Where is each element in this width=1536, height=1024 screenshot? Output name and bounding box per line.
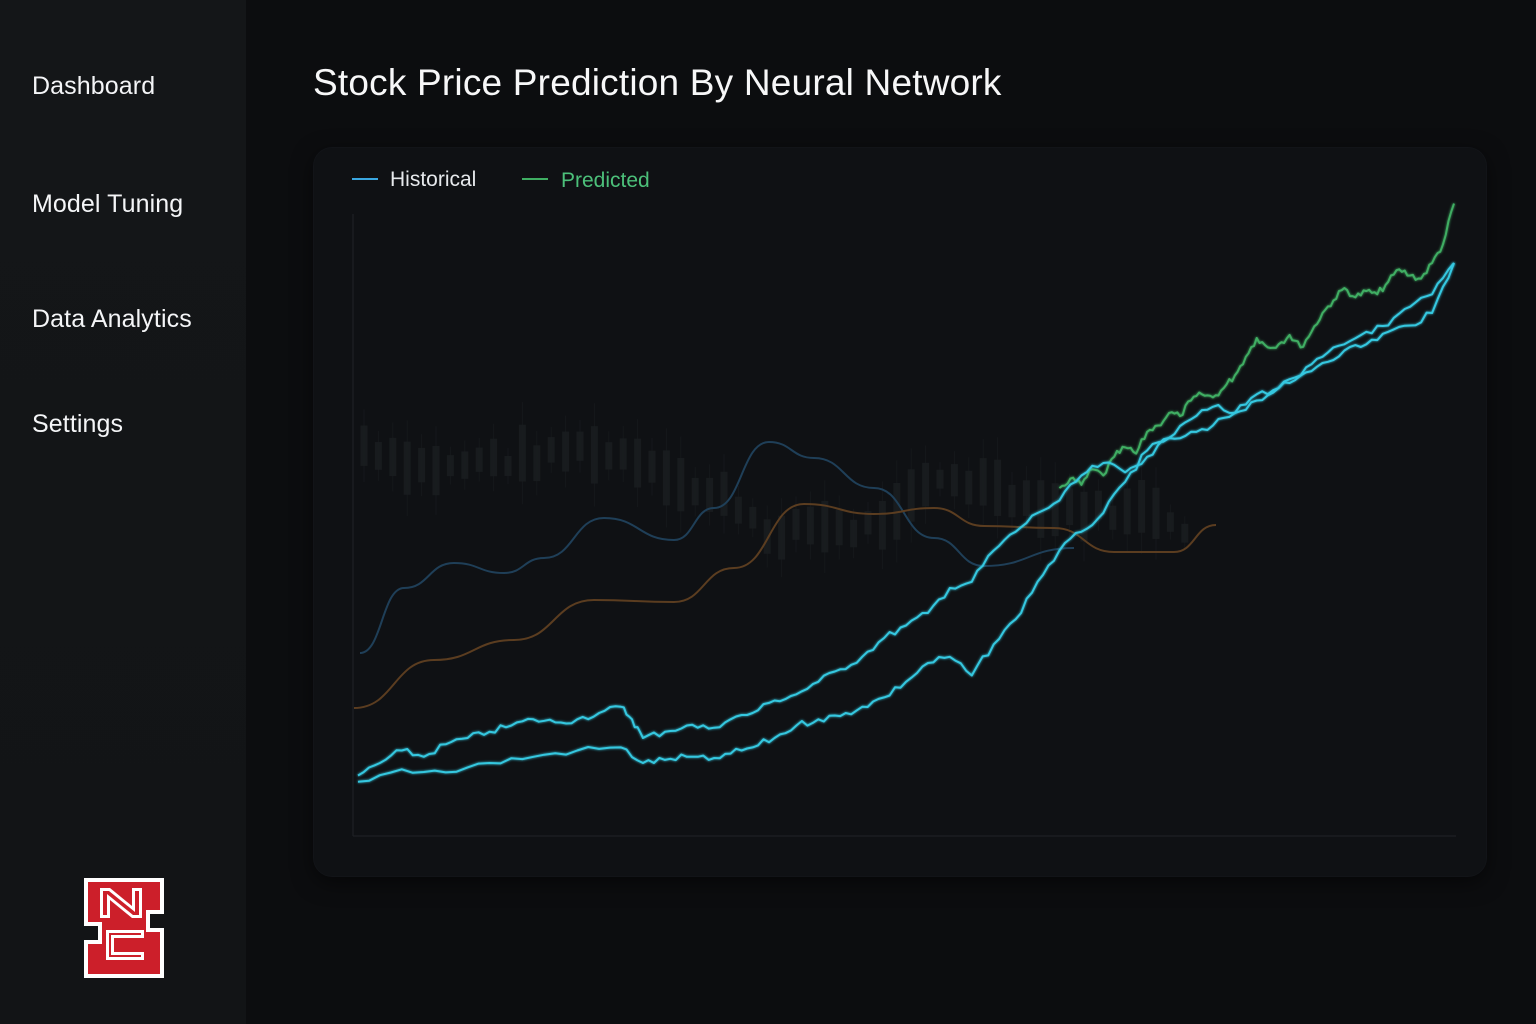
candle-body <box>403 441 411 495</box>
candle-body <box>922 462 930 507</box>
nav-item-dashboard[interactable]: Dashboard <box>32 72 156 100</box>
candle-body <box>1166 512 1174 532</box>
candle-body <box>1123 488 1131 535</box>
candle-body <box>691 477 699 506</box>
candle-body <box>1094 490 1102 520</box>
moving-average-orange <box>353 502 1217 709</box>
page-title: Stock Price Prediction By Neural Network <box>313 62 1002 103</box>
candle-body <box>662 450 670 506</box>
candle-body <box>965 470 973 505</box>
candle-body <box>576 431 584 461</box>
legend-historical-label: Historical <box>390 168 476 191</box>
candle-body <box>677 457 685 512</box>
candle-body <box>518 424 526 482</box>
series-line-cyan-2 <box>357 262 1455 783</box>
candle-body <box>475 447 483 472</box>
background-candles <box>353 402 1217 709</box>
nav-item-settings[interactable]: Settings <box>32 410 124 438</box>
candle-body <box>605 442 613 470</box>
candle-body <box>979 458 987 506</box>
candle-body <box>720 471 728 516</box>
candle-body <box>374 442 382 470</box>
candle-body <box>1066 488 1074 526</box>
candle-body <box>864 511 872 535</box>
series-line-predicted <box>1058 203 1455 489</box>
candle-body <box>806 506 814 545</box>
candle-body <box>1022 480 1030 516</box>
candle-body <box>835 509 843 546</box>
candle-body <box>634 438 642 488</box>
candle-body <box>749 506 757 529</box>
candle-body <box>734 496 742 524</box>
candle-body <box>907 469 915 522</box>
series-layer <box>357 203 1455 783</box>
sidebar: Dashboard Model Tuning Data Analytics Se… <box>0 0 247 1024</box>
candle-body <box>1080 491 1088 542</box>
candle-body <box>547 437 555 463</box>
candle-body <box>590 426 598 484</box>
nav-item-model-tuning[interactable]: Model Tuning <box>32 190 184 218</box>
candle-body <box>850 519 858 548</box>
candle-body <box>821 500 829 553</box>
candle-body <box>432 445 440 496</box>
legend-predicted-label: Predicted <box>561 169 650 192</box>
candle-body <box>763 519 771 554</box>
candle-body <box>1037 480 1045 538</box>
chart-card: Historical Predicted <box>314 148 1486 876</box>
candle-body <box>994 459 1002 516</box>
stock-chart: Historical Predicted <box>352 168 1456 837</box>
chart-legend: Historical Predicted <box>352 168 650 192</box>
nav-item-data-analytics[interactable]: Data Analytics <box>32 305 192 333</box>
candle-body <box>778 515 786 560</box>
candle-body <box>1181 523 1189 543</box>
candle-body <box>878 500 886 550</box>
candle-body <box>1138 479 1146 533</box>
candle-body <box>706 477 714 512</box>
candle-body <box>1109 505 1117 530</box>
ncs-logo <box>84 878 164 978</box>
candle-body <box>1051 483 1059 537</box>
candle-body <box>418 447 426 483</box>
candle-body <box>950 464 958 497</box>
candle-body <box>648 450 656 483</box>
candle-body <box>461 451 469 479</box>
candle-body <box>504 455 512 476</box>
candle-body <box>446 455 454 477</box>
candle-body <box>1152 487 1160 539</box>
candle-body <box>619 438 627 470</box>
series-line-cyan-1 <box>357 262 1455 777</box>
candle-body <box>936 469 944 489</box>
candle-body <box>360 425 368 466</box>
candle-body <box>389 437 397 477</box>
candle-body <box>562 431 570 472</box>
candle-body <box>1008 484 1016 518</box>
candle-body <box>533 445 541 482</box>
candle-body <box>490 438 498 477</box>
moving-average-blue <box>359 440 1075 654</box>
candle-body <box>792 508 800 540</box>
